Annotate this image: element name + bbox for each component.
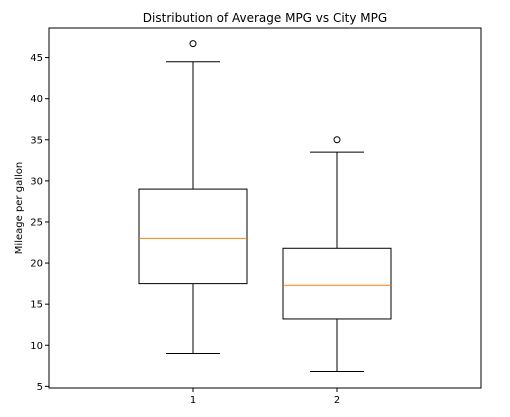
box-body	[138, 188, 248, 285]
y-axis-label: Mileage per gallon	[14, 162, 25, 254]
y-tick-label: 30	[30, 176, 43, 187]
outlier-point	[189, 40, 197, 48]
y-tick-label: 5	[37, 382, 43, 393]
box-body	[282, 247, 392, 320]
plot-area: 5 10 15 20 25 30 35 40 45 1 2	[30, 40, 392, 406]
y-tick-label: 20	[30, 259, 43, 270]
y-tick-label: 45	[30, 53, 43, 64]
y-tick-label: 10	[30, 341, 43, 352]
y-tick-label: 35	[30, 135, 43, 146]
y-tick-label: 25	[30, 217, 43, 228]
x-tick-label: 2	[334, 395, 340, 406]
chart-title: Distribution of Average MPG vs City MPG	[143, 11, 387, 25]
outlier-point	[333, 136, 341, 144]
x-tick-label: 1	[190, 395, 196, 406]
y-tick-label: 15	[30, 300, 43, 311]
plot-frame	[48, 27, 482, 389]
y-tick-label: 40	[30, 94, 43, 105]
